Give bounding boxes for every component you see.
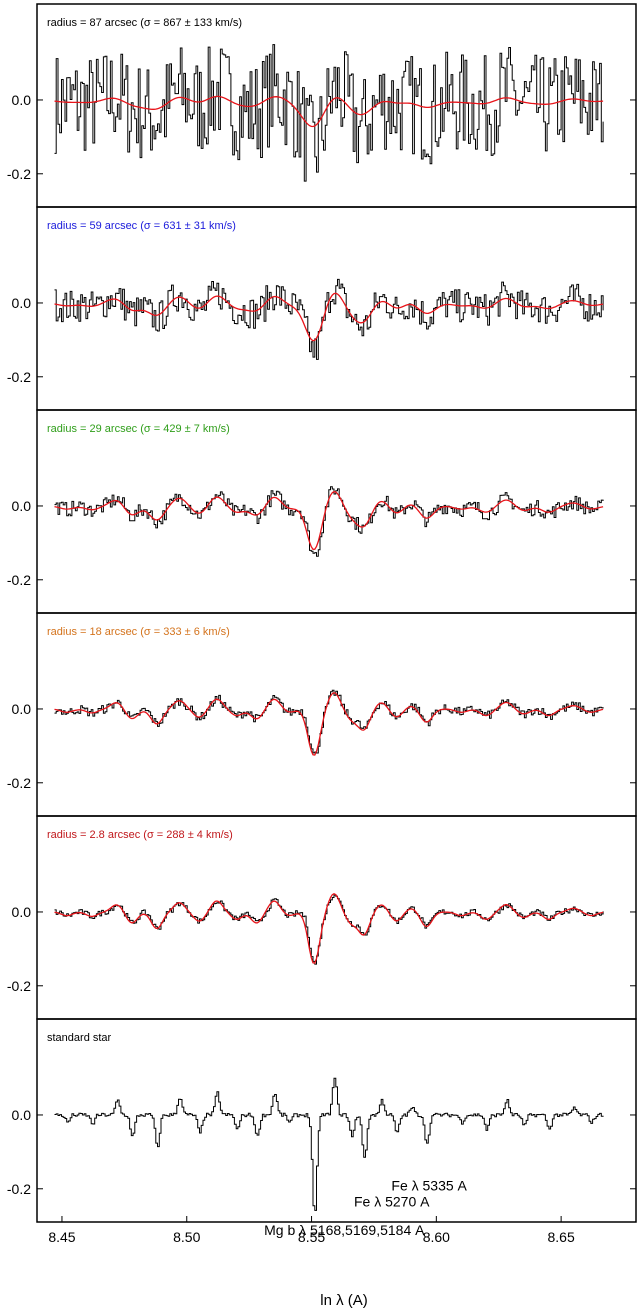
observed-spectrum-line <box>54 894 604 965</box>
x-axis-title: ln λ (A) <box>320 1292 368 1309</box>
x-axis-ticks: 8.45 8.50 8.55 8.60 8.65 <box>48 1216 575 1245</box>
spectrum-panel-5: 0.0 -0.2 radius = 2.8 arcsec (σ = 288 ± 4 … <box>7 815 637 1020</box>
spectrum-panel-2: 0.0 -0.2 radius = 59 arcsec (σ = 631 ± 31 … <box>7 206 637 411</box>
observed-spectrum-line <box>54 44 604 182</box>
y-tick-label: 0.0 <box>12 295 32 311</box>
panel-label: standard star <box>47 1032 112 1044</box>
y-tick-label: -0.2 <box>7 1181 31 1197</box>
y-tick-label: 0.0 <box>12 92 32 108</box>
x-axis: 8.45 8.50 8.55 8.60 8.65 <box>48 1216 575 1245</box>
panel-label: radius = 87 arcsec (σ = 867 ± 133 km/s) <box>47 17 242 29</box>
y-tick-label: -0.2 <box>7 369 31 385</box>
panel-label: radius = 29 arcsec (σ = 429 ± 7 km/s) <box>47 423 230 435</box>
panel-label: radius = 2.8 arcsec (σ = 288 ± 4 km/s) <box>47 829 233 841</box>
model-fit-line <box>54 490 604 550</box>
y-tick-label: 0.0 <box>12 904 32 920</box>
panel-label: radius = 59 arcsec (σ = 631 ± 31 km/s) <box>47 220 236 232</box>
model-fit-line <box>54 691 604 756</box>
x-tick-label: 8.65 <box>548 1229 575 1245</box>
spectral-line-annotation: Fe λ 5270 A <box>354 1193 430 1209</box>
y-tick-label: -0.2 <box>7 978 31 994</box>
panel-frame <box>36 1018 637 1223</box>
spectrum-panel-4: 0.0 -0.2 radius = 18 arcsec (σ = 333 ± 6 k… <box>7 612 637 817</box>
y-tick-label: 0.0 <box>12 1107 32 1123</box>
spectral-line-annotation: Fe λ 5335 A <box>391 1178 467 1194</box>
model-fit-line <box>54 95 604 128</box>
model-fit-line <box>54 892 604 964</box>
y-tick-label: -0.2 <box>7 775 31 791</box>
x-tick-label: 8.55 <box>298 1229 325 1245</box>
line-annotations: Fe λ 5335 AFe λ 5270 A Mg b λ 5168,5169,5… <box>264 1178 467 1238</box>
panel-label: radius = 18 arcsec (σ = 333 ± 6 km/s) <box>47 626 230 638</box>
model-fit-line <box>54 292 604 342</box>
y-tick-label: -0.2 <box>7 572 31 588</box>
x-tick-label: 8.45 <box>48 1229 75 1245</box>
observed-spectrum-line <box>54 486 604 557</box>
x-tick-label: 8.50 <box>173 1229 200 1245</box>
spectrum-panel-3: 0.0 -0.2 radius = 29 arcsec (σ = 429 ± 7 k… <box>7 409 637 614</box>
spectral-line-annotation: Mg b λ 5168,5169,5184 A <box>264 1222 425 1238</box>
panel-frame <box>36 3 637 208</box>
y-tick-label: -0.2 <box>7 166 31 182</box>
y-tick-label: 0.0 <box>12 701 32 717</box>
observed-spectrum-line <box>54 1077 604 1211</box>
spectrum-panel-1: 0.0 -0.2 radius = 87 arcsec (σ = 867 ± 133… <box>7 3 637 208</box>
observed-spectrum-line <box>54 278 604 360</box>
spectrum-panels: 0.0 -0.2 radius = 87 arcsec (σ = 867 ± 133… <box>7 3 637 1223</box>
spectrum-panel-6: 0.0 -0.2 standard star <box>7 1018 637 1223</box>
y-tick-label: 0.0 <box>12 498 32 514</box>
x-tick-label: 8.60 <box>423 1229 450 1245</box>
